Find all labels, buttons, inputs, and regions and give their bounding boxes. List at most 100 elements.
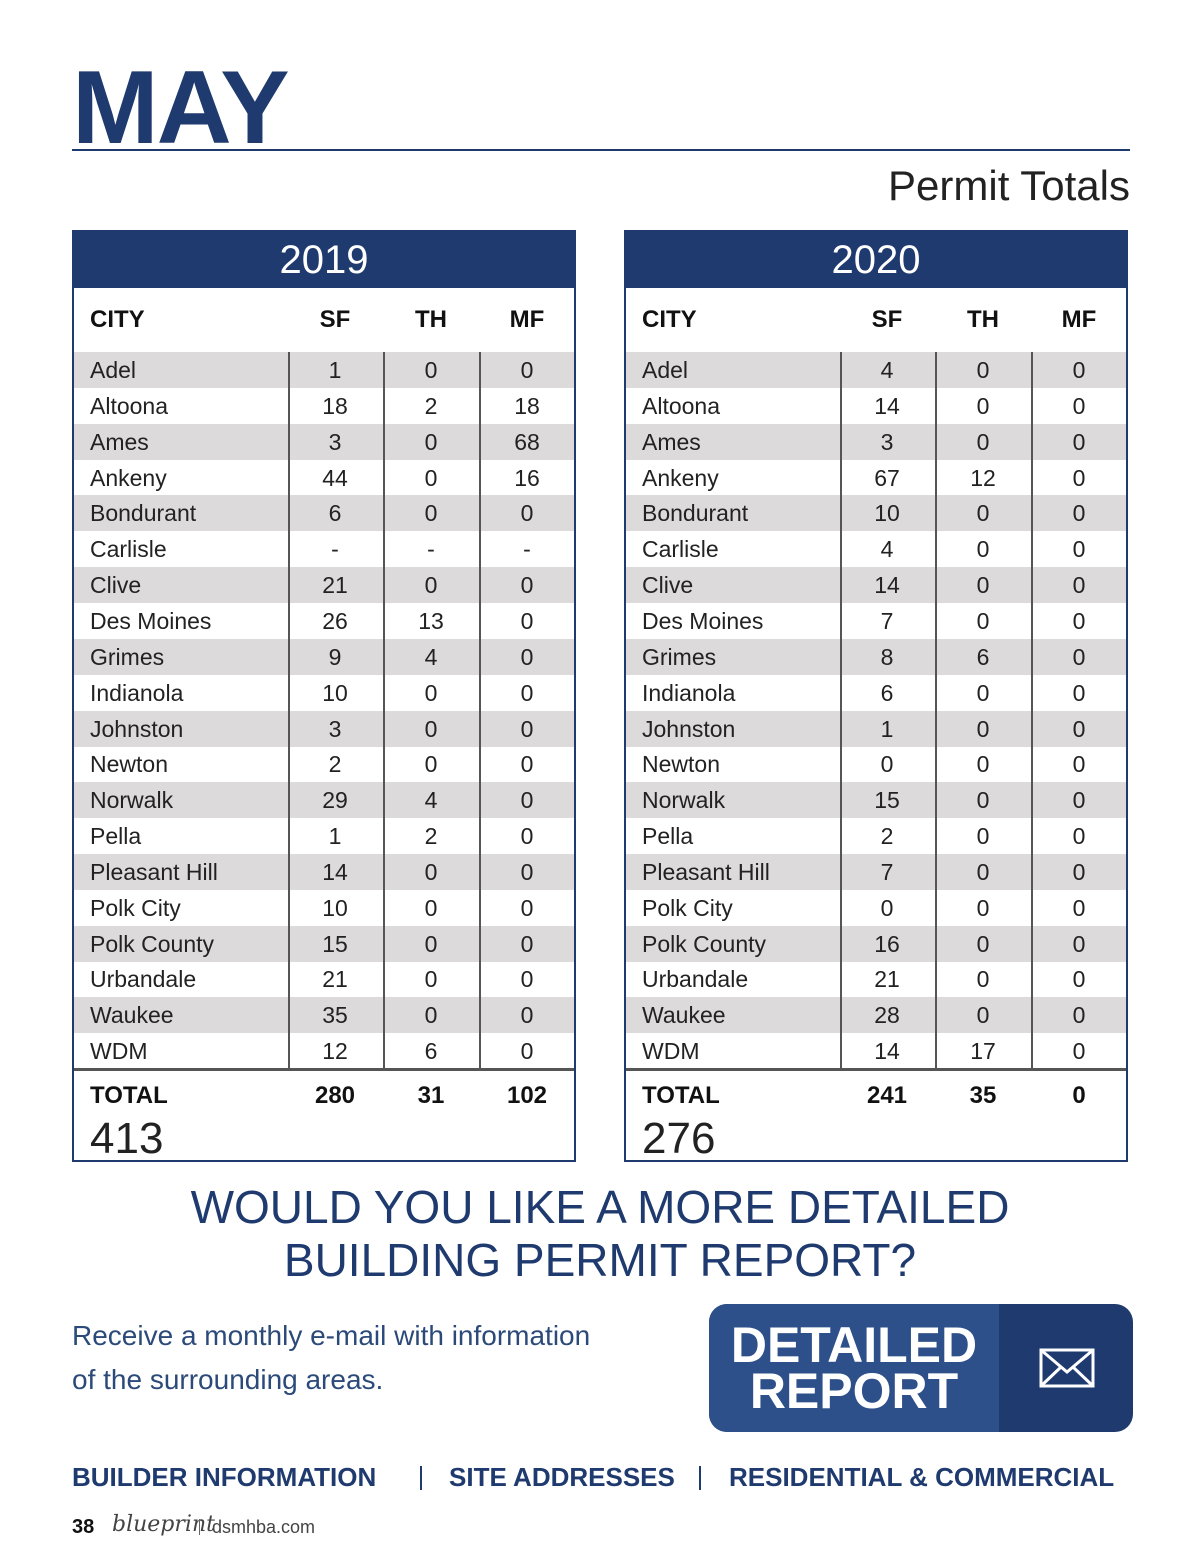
cell-value: 18 (322, 392, 348, 419)
cell-value: 0 (424, 679, 438, 706)
cell-value: 0 (1072, 787, 1086, 814)
cell-value: 0 (424, 966, 438, 993)
total-rule (74, 1068, 574, 1071)
grand-total: 276 (642, 1114, 716, 1163)
footer-link[interactable]: RESIDENTIAL & COMMERCIAL (729, 1462, 1115, 1492)
cell-value: 4 (424, 643, 438, 670)
city-name: WDM (90, 1038, 148, 1065)
cell-value: 0 (976, 392, 990, 419)
city-name: Waukee (642, 1002, 726, 1029)
cell-value: 0 (1072, 858, 1086, 885)
city-name: Altoona (90, 392, 169, 419)
report-button[interactable]: DETAILED REPORT (709, 1304, 1133, 1432)
column-line (479, 352, 481, 1069)
permit-table: 2019 CITY SF TH MF Adel 1 0 0 Altoona 18 2 18 Ames 3 0 6… (72, 230, 576, 1163)
cell-value: 0 (520, 966, 534, 993)
cell-value: 10 (322, 894, 348, 921)
cell-value: 28 (874, 1002, 900, 1029)
envelope-icon[interactable] (1039, 1348, 1095, 1388)
cell-value: 13 (418, 607, 444, 634)
cell-value: 0 (424, 464, 438, 491)
row-stripe (74, 997, 574, 1034)
city-name: Carlisle (642, 536, 719, 563)
city-name: Urbandale (90, 966, 197, 993)
cell-value: 0 (1072, 966, 1086, 993)
cell-value: 0 (976, 679, 990, 706)
city-name: Polk City (90, 894, 181, 921)
row-stripe (626, 567, 1126, 604)
cell-value: 2 (880, 823, 894, 850)
city-name: Newton (90, 751, 168, 778)
cell-value: 0 (520, 679, 534, 706)
cell-value: 0 (424, 715, 438, 742)
cell-value: - (331, 536, 339, 563)
cell-value: 14 (874, 1038, 900, 1065)
cell-value: 0 (520, 787, 534, 814)
button-line[interactable]: DETAILED (730, 1317, 978, 1373)
cell-value: 15 (322, 930, 348, 957)
cell-value: - (523, 536, 531, 563)
button-label[interactable]: DETAILED REPORT (709, 1304, 999, 1432)
column-line (840, 352, 842, 1069)
cell-value: 0 (976, 357, 990, 383)
cell-value: 1 (328, 823, 342, 850)
separator (699, 1466, 701, 1490)
total-value: 241 (866, 1082, 908, 1109)
cell-value: 29 (322, 787, 348, 814)
button-line[interactable]: REPORT (749, 1363, 959, 1419)
cell-value: 0 (424, 1002, 438, 1029)
cell-value: 0 (976, 536, 990, 563)
column-header: TH (415, 306, 447, 333)
cell-value: 16 (874, 930, 900, 957)
cell-value: 14 (874, 572, 900, 599)
page-number: 38 (72, 1516, 95, 1538)
row-stripe (626, 997, 1126, 1034)
cell-value: 0 (880, 894, 894, 921)
cell-value: 0 (1072, 572, 1086, 599)
city-name: Indianola (642, 679, 736, 706)
city-name: Norwalk (642, 787, 726, 814)
cell-value: 0 (976, 607, 990, 634)
cell-value: 35 (322, 1002, 348, 1029)
permit-table: 2020 CITY SF TH MF Adel 4 0 0 Altoona 14 0 0 Ames 3 0 0 A… (624, 230, 1128, 1163)
city-name: Adel (642, 357, 689, 383)
cell-value: 14 (874, 392, 900, 419)
city-name: Grimes (642, 643, 717, 670)
envelope-body (1039, 1348, 1095, 1388)
total-value: 31 (417, 1082, 445, 1109)
cell-value: 0 (880, 751, 894, 778)
city-name: Grimes (90, 643, 165, 670)
cell-value: 2 (424, 392, 438, 419)
row-stripe (74, 567, 574, 604)
footer-link[interactable]: BUILDER INFORMATION (72, 1462, 377, 1492)
column-header: SF (319, 306, 351, 333)
cell-value: 0 (1072, 428, 1086, 455)
cell-value: 44 (322, 464, 348, 491)
cta-heading: BUILDING PERMIT REPORT? (283, 1234, 917, 1286)
envelope-flap (1040, 1348, 1094, 1374)
cell-value: 0 (520, 858, 534, 885)
grand-total: 413 (90, 1114, 164, 1163)
cell-value: 68 (514, 428, 540, 455)
cell-value: 0 (520, 751, 534, 778)
cta-heading: WOULD YOU LIKE A MORE DETAILED (190, 1181, 1010, 1233)
cell-value: 0 (976, 894, 990, 921)
cell-value: 0 (520, 357, 534, 383)
row-stripe (626, 710, 1126, 747)
column-header: MF (509, 306, 545, 333)
total-value: 102 (506, 1082, 548, 1109)
footer-link[interactable]: SITE ADDRESSES (449, 1462, 675, 1492)
cell-value: 0 (520, 715, 534, 742)
cell-value: 0 (976, 930, 990, 957)
cell-value: 0 (520, 1038, 534, 1065)
city-name: Waukee (90, 1002, 174, 1029)
title: MAY (72, 50, 290, 166)
total-value: 0 (1072, 1082, 1086, 1109)
city-name: Norwalk (90, 787, 174, 814)
column-line (1031, 352, 1033, 1069)
cell-value: 0 (424, 894, 438, 921)
cell-value: 0 (520, 643, 534, 670)
city-name: Ames (642, 428, 701, 455)
city-name: Carlisle (90, 536, 167, 563)
